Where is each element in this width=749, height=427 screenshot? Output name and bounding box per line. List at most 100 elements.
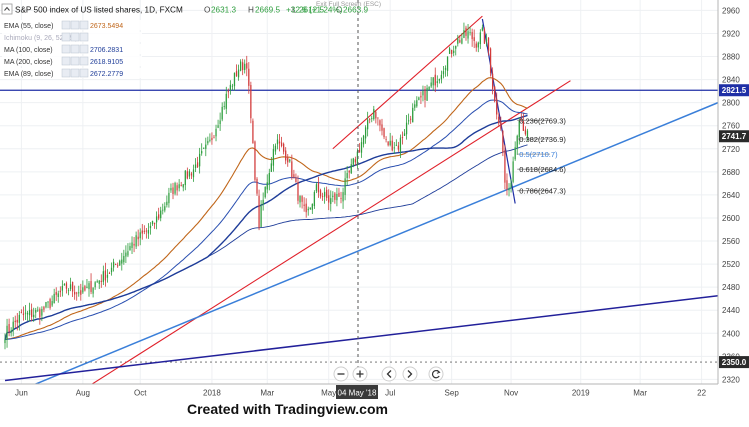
scroll-right-button[interactable] xyxy=(402,366,418,382)
close-icon[interactable] xyxy=(79,20,89,30)
candle-body xyxy=(188,171,191,177)
gear-icon[interactable] xyxy=(70,20,80,30)
candle-body xyxy=(268,173,270,184)
candle-body xyxy=(330,198,332,205)
candle-body xyxy=(225,93,227,109)
candle-body xyxy=(170,188,172,191)
candle-body xyxy=(190,173,193,176)
candle-body xyxy=(84,286,86,291)
svg-text:04 May '18: 04 May '18 xyxy=(338,389,377,398)
candle-body xyxy=(303,204,305,206)
candle-body xyxy=(8,324,10,332)
candle-body xyxy=(147,229,150,234)
candle-body xyxy=(196,162,199,168)
candle-body xyxy=(57,293,59,297)
price-tick-label: 2480 xyxy=(722,283,740,292)
fib-level-label: 0.382(2736.9) xyxy=(519,135,566,144)
candle-body xyxy=(399,137,402,152)
gear-icon[interactable] xyxy=(70,68,80,78)
candle-body xyxy=(28,310,31,316)
zoom-out-button[interactable] xyxy=(333,366,349,382)
candle-body xyxy=(71,281,74,292)
candle-body xyxy=(20,312,23,313)
gear-icon[interactable] xyxy=(70,32,80,42)
candle-body xyxy=(192,169,195,178)
candlesticks xyxy=(4,22,529,350)
price-tick-label: 2840 xyxy=(722,76,740,85)
eye-icon[interactable] xyxy=(61,56,71,66)
indicator-legend-row[interactable]: Ichimoku (9, 26, 52, 26) xyxy=(2,32,142,42)
ohlc-key: C xyxy=(336,6,342,15)
candle-body xyxy=(239,61,242,71)
scroll-left-button[interactable] xyxy=(381,366,397,382)
candle-body xyxy=(6,325,8,340)
candle-body xyxy=(422,91,424,96)
time-tick-label: 2019 xyxy=(572,389,590,398)
eye-icon[interactable] xyxy=(61,44,71,54)
candle-body xyxy=(412,107,414,123)
candle-body xyxy=(358,149,361,153)
candle-body xyxy=(352,158,354,165)
chart-header: S&P 500 index of US listed shares, 1D, F… xyxy=(1,1,381,15)
price-tick-label: 2920 xyxy=(722,29,740,38)
chevron-up-icon xyxy=(4,6,10,11)
candle-body xyxy=(108,273,111,274)
ohlc-key: O xyxy=(204,6,210,15)
candle-body xyxy=(219,120,221,125)
candle-body xyxy=(455,45,457,49)
fib-level-label: 0.5(2710.7) xyxy=(519,150,558,159)
price-tick-label: 2720 xyxy=(722,145,740,154)
candle-body xyxy=(162,209,164,211)
candle-body xyxy=(385,139,387,140)
candle-body xyxy=(145,230,148,232)
close-icon[interactable] xyxy=(79,56,89,66)
time-tick-label: Oct xyxy=(134,389,147,398)
candle-body xyxy=(465,27,467,36)
candle-body xyxy=(518,120,520,138)
candle-body xyxy=(451,49,453,54)
candle-body xyxy=(90,281,92,292)
candle-body xyxy=(428,86,430,91)
indicator-legend-row[interactable]: EMA (55, close) 2673.5494 xyxy=(2,20,142,30)
eye-icon[interactable] xyxy=(61,20,71,30)
indicator-legend-row[interactable]: MA (100, close) 2706.2831 xyxy=(2,44,142,54)
indicator-legend-row[interactable]: EMA (89, close) 2672.2779 xyxy=(2,68,142,78)
collapse-legend-button[interactable] xyxy=(1,3,13,15)
candle-body xyxy=(250,85,252,119)
candle-body xyxy=(336,193,338,201)
candle-body xyxy=(430,82,432,87)
candle-body xyxy=(383,128,385,138)
candle-body xyxy=(39,309,41,318)
eye-icon[interactable] xyxy=(61,32,71,42)
candle-body xyxy=(131,242,133,248)
candle-body xyxy=(291,161,293,178)
candle-body xyxy=(418,97,420,101)
candle-body xyxy=(215,128,217,137)
candle-body xyxy=(137,236,139,240)
candle-body xyxy=(426,87,428,101)
time-tick-label: Mar xyxy=(260,389,274,398)
time-tick-label: 2018 xyxy=(203,389,221,398)
candle-body xyxy=(115,264,117,265)
zoom-in-button[interactable] xyxy=(352,366,368,382)
candle-body xyxy=(231,85,234,87)
candle-body xyxy=(63,283,66,286)
candle-body xyxy=(199,153,201,167)
reset-chart-button[interactable] xyxy=(428,366,444,382)
indicator-legend-row[interactable]: MA (200, close) 2618.9105 xyxy=(2,56,142,66)
eye-icon[interactable] xyxy=(61,68,71,78)
candle-body xyxy=(78,292,80,294)
candle-body xyxy=(522,120,524,131)
candle-body xyxy=(246,63,248,69)
close-icon[interactable] xyxy=(79,44,89,54)
candle-body xyxy=(242,62,244,70)
close-icon[interactable] xyxy=(79,68,89,78)
candle-body xyxy=(207,141,209,144)
candle-body xyxy=(59,290,61,293)
gear-icon[interactable] xyxy=(70,56,80,66)
candle-body xyxy=(424,89,426,101)
price-axis[interactable] xyxy=(718,0,749,384)
close-icon[interactable] xyxy=(79,32,89,42)
gear-icon[interactable] xyxy=(70,44,80,54)
